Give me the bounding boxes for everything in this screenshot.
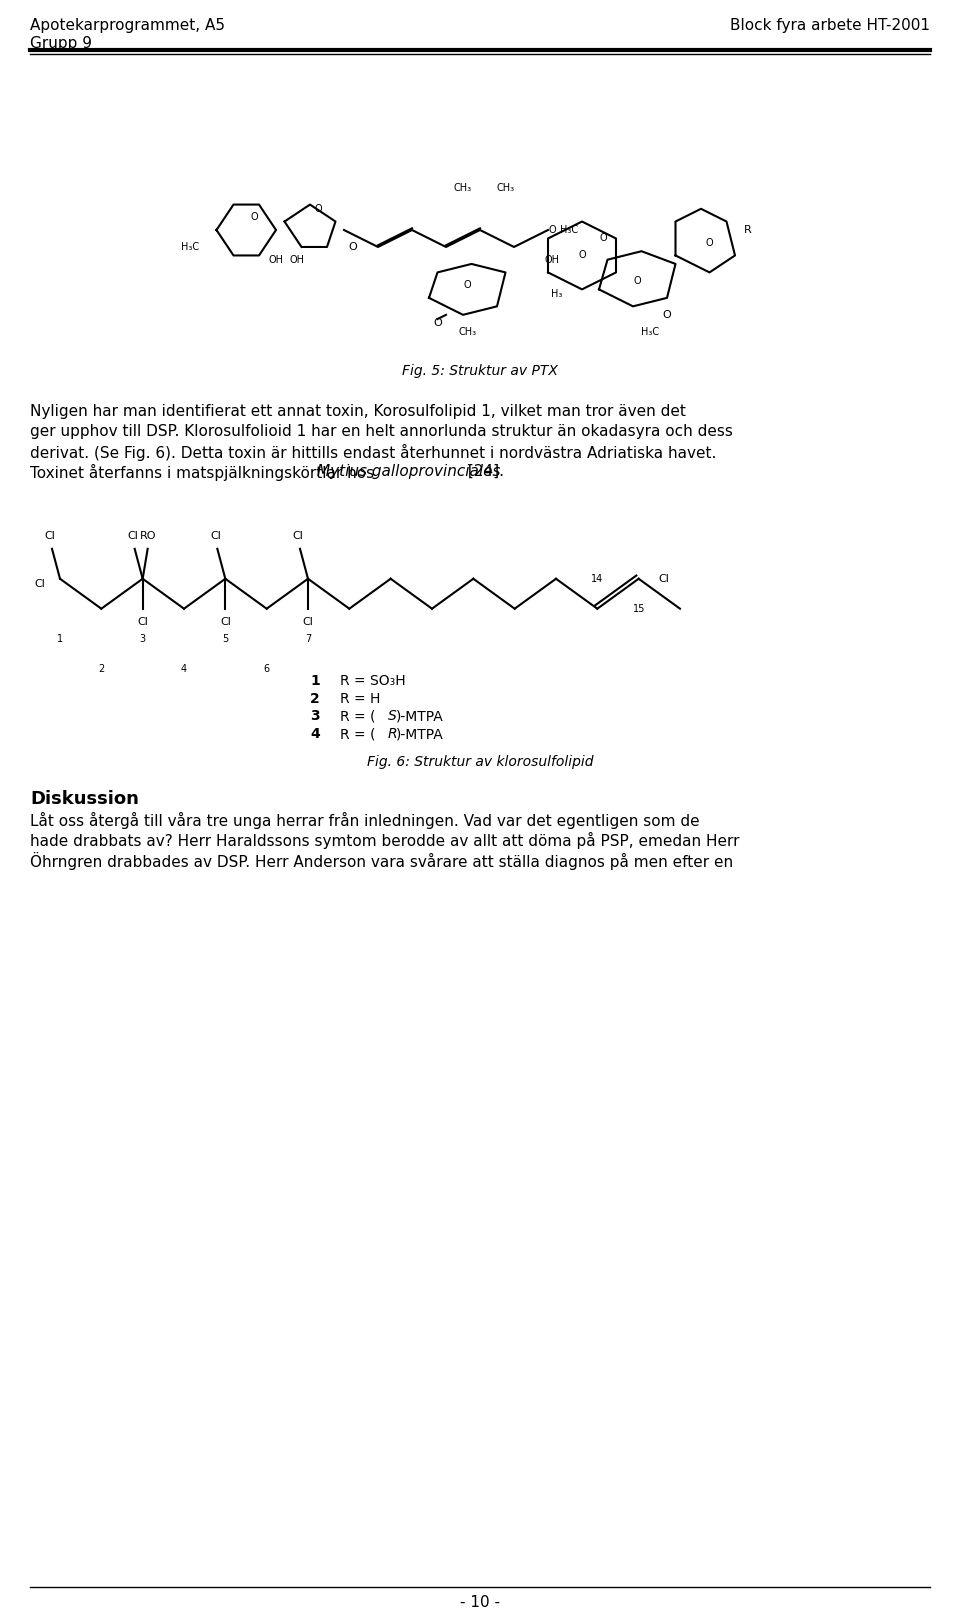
Text: Cl: Cl	[302, 616, 313, 627]
Text: 14: 14	[591, 574, 604, 584]
Text: 1: 1	[310, 674, 320, 687]
Text: 1: 1	[57, 634, 63, 644]
Text: O: O	[348, 242, 357, 252]
Text: Apotekarprogrammet, A5: Apotekarprogrammet, A5	[30, 18, 225, 32]
Text: O: O	[315, 203, 323, 215]
Text: hade drabbats av? Herr Haraldssons symtom berodde av allt att döma på PSP, emeda: hade drabbats av? Herr Haraldssons symto…	[30, 832, 739, 848]
Text: 4: 4	[180, 663, 187, 674]
Text: Toxinet återfanns i matspjälkningskörtlar hos ​: Toxinet återfanns i matspjälkningskörtla…	[30, 465, 379, 481]
Text: Mytius galloprovinciales: Mytius galloprovinciales	[317, 465, 500, 479]
Text: H₃C: H₃C	[181, 242, 200, 252]
Text: Fig. 6: Struktur av klorosulfolipid: Fig. 6: Struktur av klorosulfolipid	[367, 755, 593, 769]
Text: )-MTPA: )-MTPA	[396, 710, 444, 724]
Text: S: S	[388, 710, 396, 724]
Text: O: O	[548, 224, 556, 235]
Text: H₃C: H₃C	[641, 327, 660, 337]
Text: Cl: Cl	[128, 531, 138, 540]
Text: Cl: Cl	[44, 531, 56, 540]
Text: 4: 4	[310, 727, 320, 742]
Text: R = H: R = H	[340, 692, 380, 705]
Text: )-MTPA: )-MTPA	[396, 727, 444, 742]
Text: 7: 7	[305, 634, 311, 644]
Text: Cl: Cl	[137, 616, 148, 627]
Text: Cl: Cl	[210, 531, 221, 540]
Text: O: O	[464, 281, 471, 290]
Text: ​ [24].: ​ [24].	[463, 465, 504, 479]
Text: Nyligen har man identifierat ett annat toxin, Korosulfolipid 1, vilket man tror : Nyligen har man identifierat ett annat t…	[30, 405, 685, 419]
Text: 15: 15	[633, 603, 645, 613]
Text: CH₃: CH₃	[454, 182, 472, 192]
Text: 2: 2	[310, 692, 320, 705]
Text: O: O	[706, 237, 713, 248]
Text: O: O	[634, 276, 641, 286]
Text: CH₃: CH₃	[496, 182, 515, 192]
Text: 5: 5	[222, 634, 228, 644]
Text: Cl: Cl	[220, 616, 230, 627]
Text: Diskussion: Diskussion	[30, 790, 139, 808]
Text: Cl: Cl	[293, 531, 303, 540]
Text: 3: 3	[310, 710, 320, 724]
Text: CH₃: CH₃	[458, 327, 476, 337]
Text: Öhrngren drabbades av DSP. Herr Anderson vara svårare att ställa diagnos på men : Öhrngren drabbades av DSP. Herr Anderson…	[30, 852, 733, 869]
Text: R = (: R = (	[340, 710, 375, 724]
Text: Cl: Cl	[659, 574, 669, 584]
Text: O: O	[662, 310, 671, 319]
Text: ger upphov till DSP. Klorosulfolioid 1 har en helt annorlunda struktur än okadas: ger upphov till DSP. Klorosulfolioid 1 h…	[30, 424, 732, 439]
Text: Grupp 9: Grupp 9	[30, 35, 92, 52]
Text: OH: OH	[544, 255, 560, 265]
Text: OH: OH	[290, 255, 304, 265]
Text: 6: 6	[264, 663, 270, 674]
Text: Fig. 5: Struktur av PTX: Fig. 5: Struktur av PTX	[402, 365, 558, 377]
Text: OH: OH	[269, 255, 283, 265]
Text: R: R	[744, 224, 752, 235]
Text: - 10 -: - 10 -	[460, 1595, 500, 1610]
Text: Cl: Cl	[35, 579, 45, 589]
Text: O: O	[599, 234, 607, 244]
Text: 2: 2	[98, 663, 105, 674]
Text: H₃C: H₃C	[560, 224, 578, 235]
Text: H₃: H₃	[551, 289, 563, 298]
Text: Låt oss återgå till våra tre unga herrar från inledningen. Vad var det egentlige: Låt oss återgå till våra tre unga herrar…	[30, 813, 700, 829]
Text: R: R	[388, 727, 397, 742]
Text: Block fyra arbete HT-2001: Block fyra arbete HT-2001	[730, 18, 930, 32]
Text: O: O	[578, 250, 586, 260]
Text: O: O	[433, 318, 442, 329]
Text: O: O	[251, 213, 258, 223]
Text: R = (: R = (	[340, 727, 375, 742]
Text: R = SO₃H: R = SO₃H	[340, 674, 406, 687]
Text: 3: 3	[139, 634, 146, 644]
Text: RO: RO	[139, 531, 156, 540]
Text: derivat. (Se Fig. 6). Detta toxin är hittills endast återhunnet i nordvästra Adr: derivat. (Se Fig. 6). Detta toxin är hit…	[30, 444, 716, 461]
